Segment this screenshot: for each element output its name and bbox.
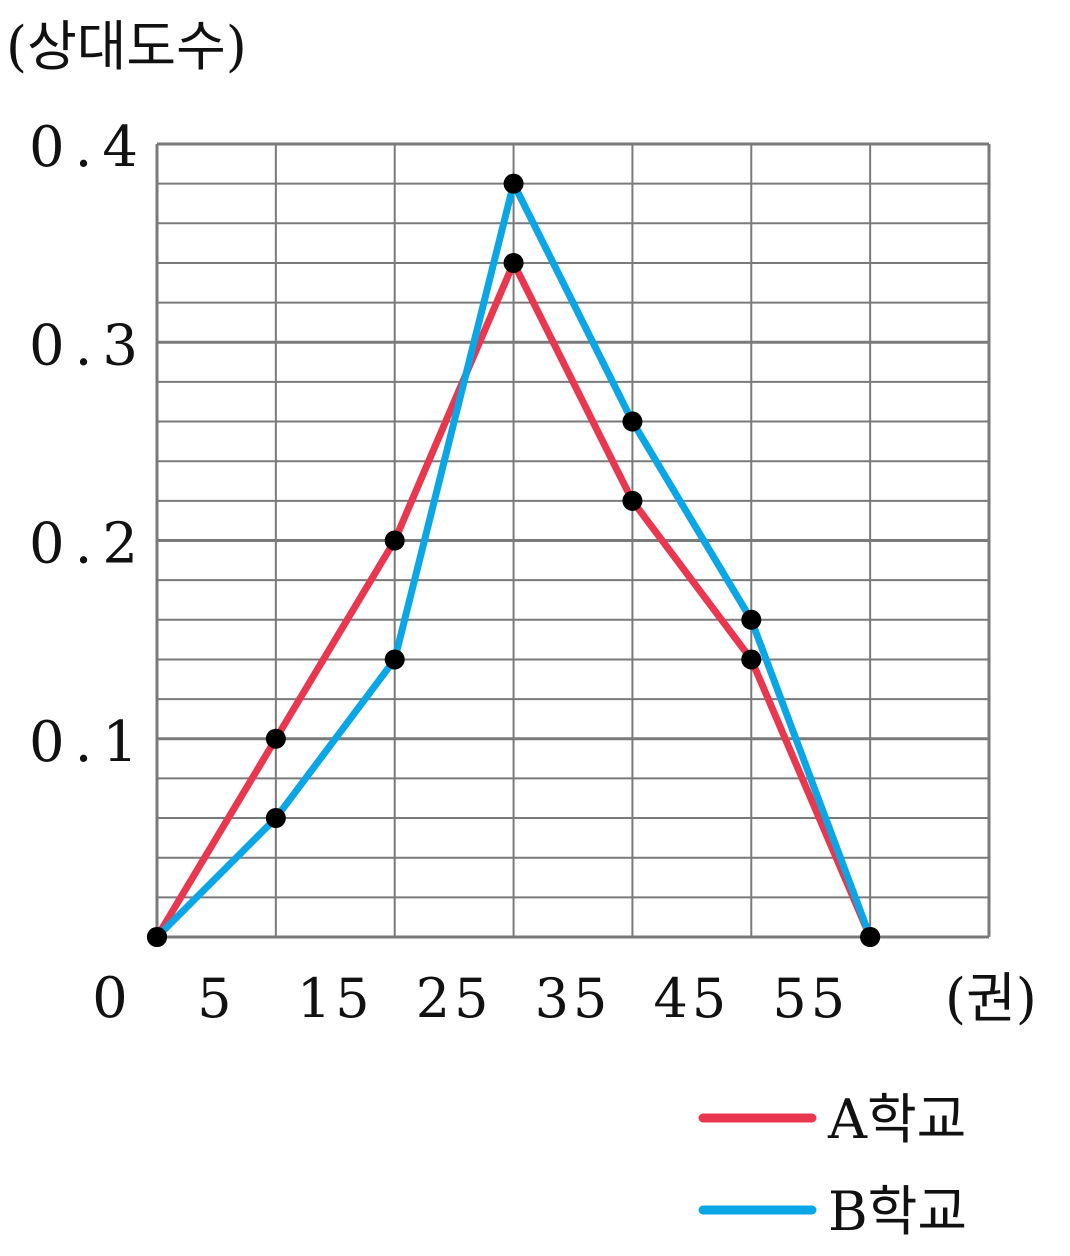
x-tick-label: 15 xyxy=(297,967,374,1030)
data-point-a xyxy=(384,530,405,551)
data-point-a xyxy=(265,728,286,749)
data-point-a xyxy=(741,649,762,670)
y-axis-title: (상대도수) xyxy=(6,15,247,78)
grid xyxy=(155,142,991,939)
data-point-b xyxy=(384,649,405,670)
legend-label-a: A학교 xyxy=(827,1088,966,1151)
x-tick-label: 35 xyxy=(535,967,612,1030)
data-point-b xyxy=(622,411,643,432)
data-point-b xyxy=(147,927,167,947)
x-tick-label: 25 xyxy=(416,967,493,1030)
y-tick-label: 0.3 xyxy=(29,313,148,378)
y-tick-label: 0.4 xyxy=(29,115,148,180)
x-axis-unit: (권) xyxy=(945,967,1037,1030)
data-point-a xyxy=(622,490,643,511)
data-point-b xyxy=(741,609,762,630)
data-point-a xyxy=(503,252,524,273)
x-tick-label: 45 xyxy=(653,967,730,1030)
x-tick-label: 55 xyxy=(772,967,849,1030)
legend: A학교 B학교 xyxy=(698,1088,967,1243)
data-point-b xyxy=(860,927,881,947)
y-tick-label: 0.1 xyxy=(29,710,148,775)
origin-label: 0 xyxy=(92,966,128,1031)
axis-labels: (상대도수) 0.1 0.2 0.3 0.4 0 5 15 25 35 45 55 (권) xyxy=(6,15,1037,1031)
data-point-b xyxy=(265,808,286,829)
x-tick-label: 5 xyxy=(197,967,235,1030)
y-tick-label: 0.2 xyxy=(29,512,148,577)
data-point-b xyxy=(503,173,524,194)
series-layer xyxy=(147,173,881,947)
legend-label-b: B학교 xyxy=(828,1180,967,1243)
